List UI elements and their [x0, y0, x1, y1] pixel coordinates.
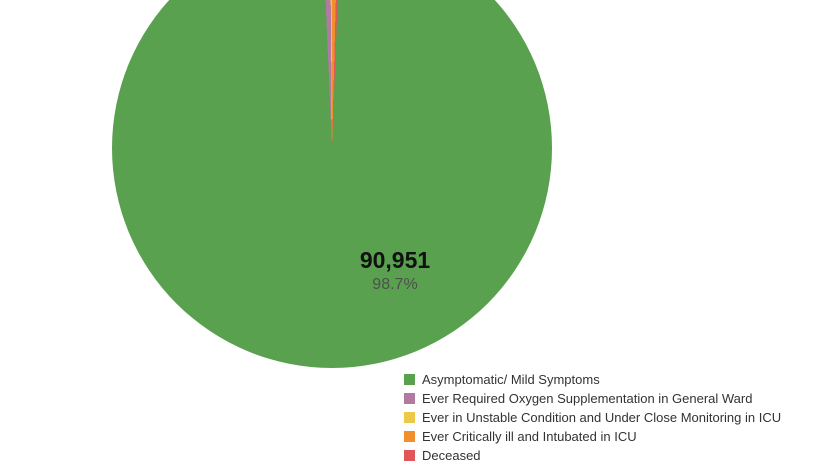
- legend-item-deceased[interactable]: Deceased: [404, 446, 781, 465]
- slice-value-label: 90,951: [359, 247, 431, 273]
- legend-label: Ever Required Oxygen Supplementation in …: [422, 391, 753, 406]
- legend-label: Ever in Unstable Condition and Under Clo…: [422, 410, 782, 425]
- legend-label: Ever Critically ill and Intubated in ICU: [422, 429, 637, 444]
- legend-label: Deceased: [422, 448, 481, 463]
- legend-swatch-purple: [404, 393, 415, 404]
- slice-percent-label: 98.7%: [372, 276, 418, 294]
- legend-label: Asymptomatic/ Mild Symptoms: [422, 372, 600, 387]
- legend-item-critically-ill-intubated[interactable]: Ever Critically ill and Intubated in ICU: [404, 427, 781, 446]
- legend-item-asymptomatic[interactable]: Asymptomatic/ Mild Symptoms: [404, 370, 781, 389]
- legend-swatch-red: [404, 450, 415, 461]
- pie-slice-label: 90,951 98.7%: [360, 247, 430, 294]
- legend-swatch-green: [404, 374, 415, 385]
- legend-item-unstable-icu[interactable]: Ever in Unstable Condition and Under Clo…: [404, 408, 781, 427]
- legend-swatch-orange: [404, 431, 415, 442]
- legend-swatch-yellow: [404, 412, 415, 423]
- legend-item-oxygen-general-ward[interactable]: Ever Required Oxygen Supplementation in …: [404, 389, 781, 408]
- pie-chart[interactable]: [112, 0, 552, 368]
- legend: Asymptomatic/ Mild Symptoms Ever Require…: [404, 370, 781, 465]
